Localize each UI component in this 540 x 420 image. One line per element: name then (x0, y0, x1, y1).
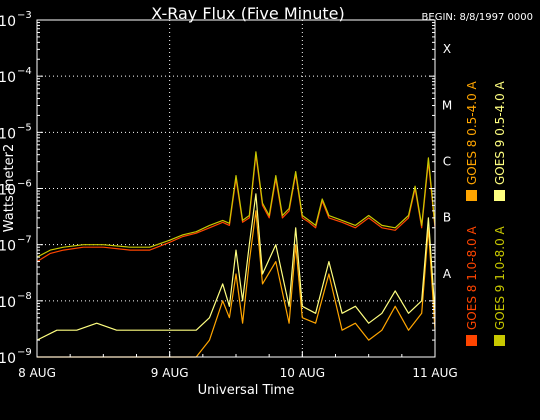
legend-label: GOES 8 0.5-4.0 A (465, 80, 479, 185)
flare-class-labels: X M C B A (442, 42, 452, 281)
x-axis-label: Universal Time (198, 383, 295, 398)
x-tick-label: 8 AUG (18, 366, 56, 380)
legend: GOES 8 1.0-8.0 A GOES 8 0.5-4.0 A GOES 9 1… (465, 80, 507, 346)
begin-date-label: BEGIN: 8/8/1997 0000 (422, 12, 533, 23)
legend-swatch (494, 335, 505, 346)
y-tick-exponent: −7 (17, 235, 32, 246)
y-tick-exponent: −5 (17, 122, 32, 133)
y-tick-label: 10 (0, 351, 16, 367)
flare-class-label: B (443, 211, 451, 225)
series-line-3 (36, 151, 436, 258)
y-tick-label: 10 (0, 295, 16, 311)
chart-title: X-Ray Flux (Five Minute) (151, 4, 344, 23)
series-line-4 (36, 193, 436, 341)
legend-swatch (466, 190, 477, 201)
y-tick-exponent: −6 (17, 179, 32, 190)
y-tick-label: 10 (0, 70, 16, 86)
y-tick-label: 10 (0, 14, 16, 30)
legend-swatch (466, 335, 477, 346)
legend-label: GOES 9 1.0-8.0 A (493, 225, 507, 330)
flare-class-label: C (443, 154, 451, 168)
y-tick-exponent: −9 (17, 347, 32, 358)
y-axis-ticks: 10−310−410−510−610−710−810−9 (0, 10, 435, 367)
flare-class-label: A (443, 267, 452, 281)
y-tick-label: 10 (0, 239, 16, 255)
x-tick-label: 9 AUG (151, 366, 189, 380)
x-axis-ticks: 8 AUG 9 AUG 10 AUG 11 AUG (18, 351, 458, 380)
legend-swatch (494, 190, 505, 201)
flare-class-label: X (443, 42, 451, 56)
y-axis-label: Watts meter2 (2, 144, 17, 232)
legend-label: GOES 9 0.5-4.0 A (493, 80, 507, 185)
x-tick-label: 11 AUG (412, 366, 457, 380)
y-tick-exponent: −8 (17, 291, 32, 302)
y-tick-exponent: −4 (17, 66, 32, 77)
y-tick-label: 10 (0, 183, 16, 199)
legend-label: GOES 8 1.0-8.0 A (465, 225, 479, 330)
flare-class-label: M (442, 98, 452, 112)
x-tick-label: 10 AUG (280, 366, 325, 380)
y-tick-label: 10 (0, 126, 16, 142)
y-tick-exponent: −3 (17, 10, 32, 21)
